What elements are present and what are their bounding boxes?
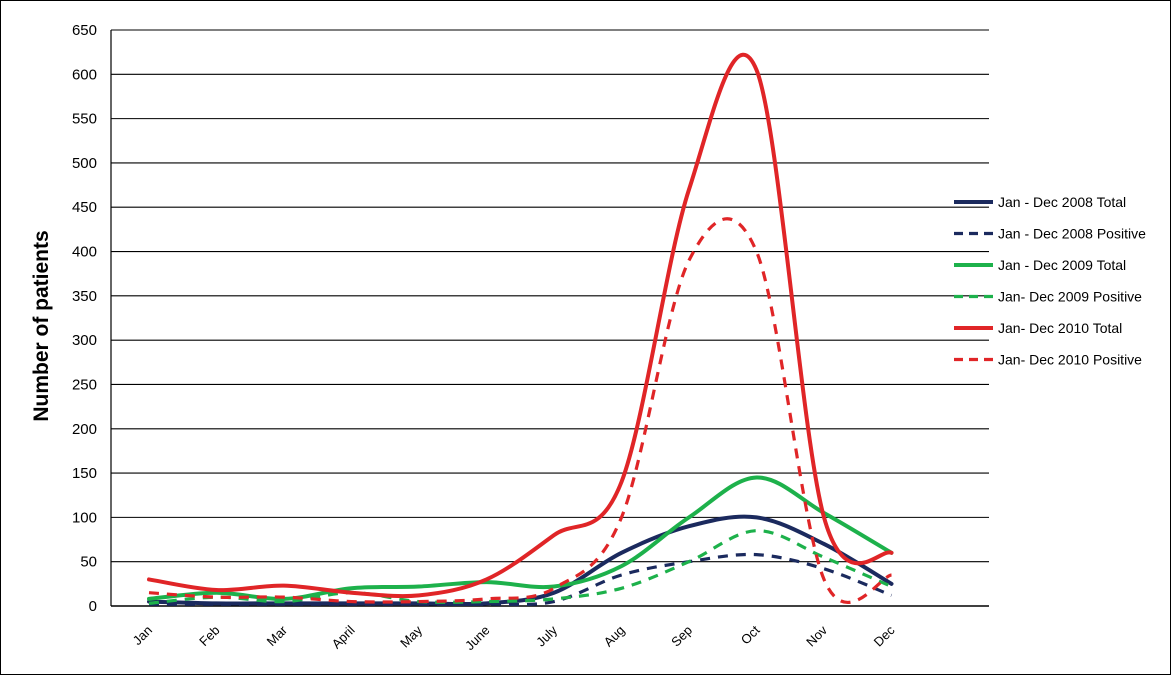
- series-line-5: [147, 52, 894, 599]
- y-tick-label: 650: [72, 22, 97, 39]
- x-tick-label: April: [329, 622, 358, 651]
- y-tick-label: 450: [72, 199, 97, 216]
- y-tick-label: 250: [72, 376, 97, 393]
- y-tick-label: 600: [72, 66, 97, 83]
- y-tick-label: 400: [72, 244, 97, 261]
- y-tick-label: 0: [89, 598, 97, 615]
- series-line-3: [147, 475, 894, 601]
- legend-label: Jan - Dec 2009 Total: [998, 257, 1126, 273]
- legend-label: Jan - Dec 2008 Total: [998, 194, 1126, 210]
- x-tick-label: Mar: [264, 622, 291, 649]
- y-tick-label: 200: [72, 421, 97, 438]
- y-tick-label: 300: [72, 332, 97, 349]
- series-line-4: [148, 529, 893, 605]
- x-tick-label: Dec: [871, 622, 898, 649]
- y-axis-tick-labels: 0 50 100 150 200 250 300 350 400 450 500 550 600 650: [72, 22, 97, 615]
- y-tick-label: 500: [72, 155, 97, 172]
- x-tick-label: July: [533, 622, 560, 649]
- y-tick-label: 350: [72, 288, 97, 305]
- legend-label: Jan - Dec 2008 Positive: [998, 226, 1146, 242]
- legend: Jan - Dec 2008 Total Jan - Dec 2008 Posit…: [954, 194, 1146, 368]
- y-tick-label: 50: [80, 554, 97, 571]
- series-line-2: [148, 552, 893, 607]
- legend-label: Jan- Dec 2009 Positive: [998, 289, 1142, 305]
- series-lines: [147, 52, 894, 607]
- x-tick-label: Aug: [601, 623, 628, 650]
- x-tick-label: Oct: [738, 622, 763, 647]
- y-tick-label: 150: [72, 465, 97, 482]
- x-tick-label: Feb: [196, 623, 222, 649]
- y-axis-label: Number of patients: [30, 230, 53, 421]
- legend-label: Jan- Dec 2010 Total: [998, 320, 1122, 336]
- x-tick-label: May: [397, 622, 425, 650]
- x-tick-label: Sep: [668, 623, 695, 650]
- x-tick-label: Jan: [130, 623, 155, 648]
- x-tick-label: Nov: [803, 622, 830, 649]
- series-line-6: [148, 217, 893, 604]
- y-tick-label: 550: [72, 111, 97, 128]
- x-tick-label: June: [462, 623, 493, 654]
- grid-lines: [110, 29, 989, 607]
- y-tick-label: 100: [72, 509, 97, 526]
- x-axis-tick-labels: Jan Feb Mar April May June July Aug Sep Oct Nov Dec: [130, 622, 898, 653]
- legend-label: Jan- Dec 2010 Positive: [998, 352, 1142, 368]
